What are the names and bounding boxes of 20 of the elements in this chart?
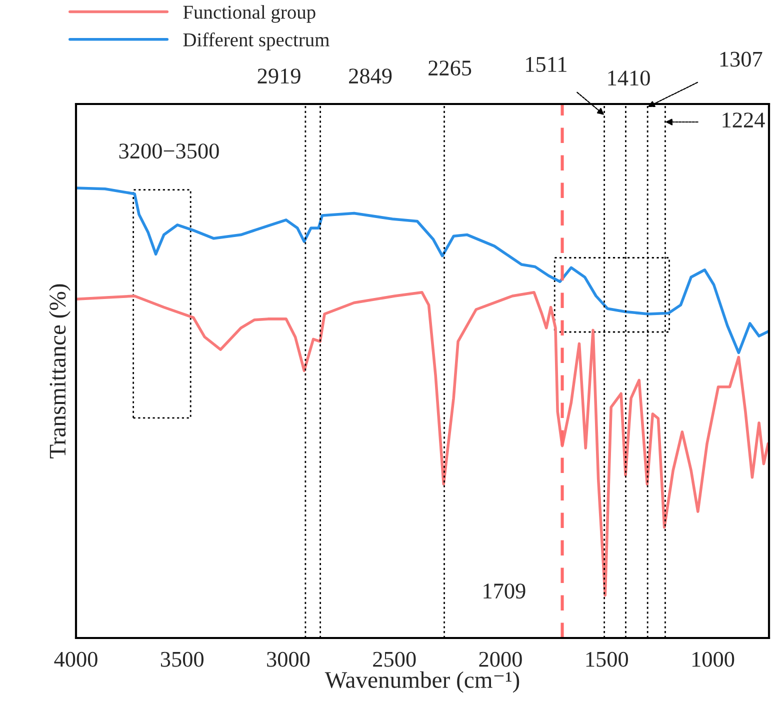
- legend-label: Different spectrum: [183, 32, 330, 50]
- x-tick-label: 2500: [373, 652, 416, 667]
- x-tick-label: 2000: [479, 652, 522, 667]
- x-tick-label: 4000: [54, 652, 98, 667]
- ref-line-label: 2919: [258, 68, 300, 84]
- ref-line-label: 1224: [722, 112, 765, 128]
- x-tick-label: 1500: [586, 652, 628, 667]
- x-tick-label: 3500: [160, 652, 204, 667]
- text: 3200−3500: [119, 144, 219, 159]
- y-axis-title: Transmittance (%): [49, 284, 70, 458]
- x-tick-label: 1000: [692, 652, 734, 667]
- x-tick-label: 3000: [267, 652, 310, 667]
- ref-line-label: 2265: [428, 60, 472, 76]
- ref-line-label: 1410: [608, 70, 650, 86]
- ref-line-label: 2849: [349, 68, 392, 84]
- x-axis-title: Wavenumber (cm⁻¹): [324, 671, 520, 693]
- ref-line-label: 1511: [526, 57, 566, 72]
- ref-line-label: 1307: [720, 52, 762, 67]
- legend-label: Functional group: [183, 5, 316, 23]
- ref-line-label: 1709: [484, 584, 526, 599]
